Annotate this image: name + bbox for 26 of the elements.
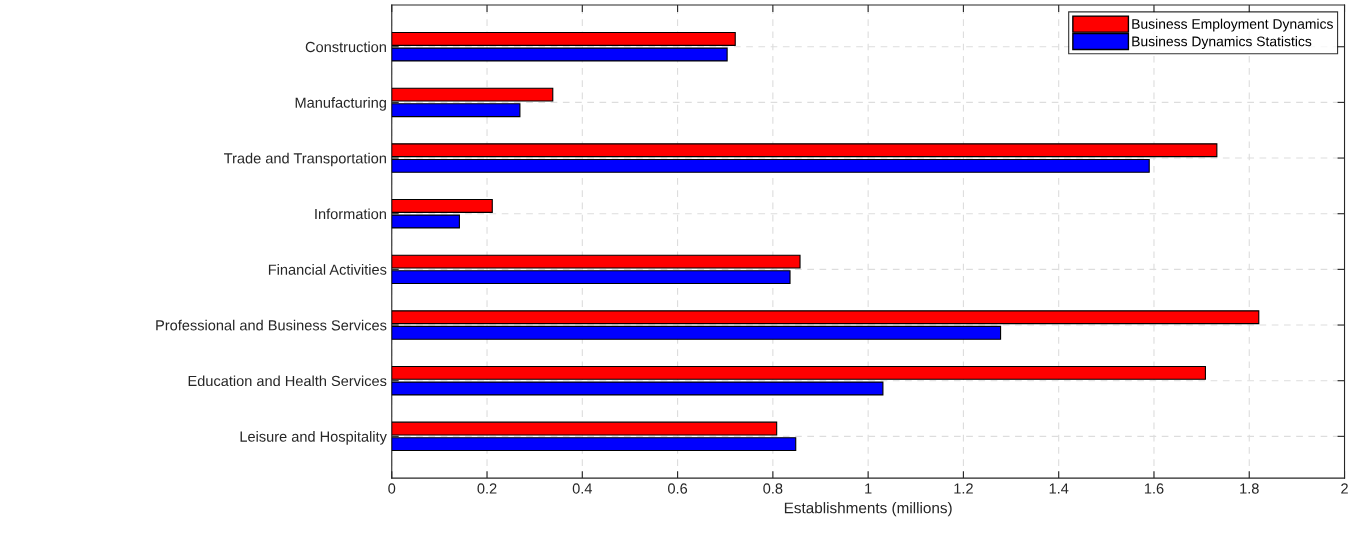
- x-tick-label: 1: [865, 483, 872, 494]
- x-tick-label: 1.6: [1144, 483, 1164, 494]
- legend-label: Business Dynamics Statistics: [1132, 36, 1312, 50]
- x-tick-label: 2: [1341, 483, 1348, 494]
- legend-label: Business Employment Dynamics: [1132, 18, 1333, 32]
- y-tick-label: Manufacturing: [295, 97, 386, 111]
- bar: [391, 143, 1218, 158]
- x-axis-title: Establishments (millions): [784, 502, 952, 517]
- x-tick-label: 1.8: [1240, 483, 1259, 494]
- x-tick-label: 0.8: [763, 483, 783, 494]
- bar: [391, 325, 1002, 340]
- y-tick-label: Trade and Transportation: [224, 152, 386, 167]
- y-tick-label: Construction: [305, 41, 386, 53]
- x-tick-label: 1.4: [1049, 483, 1069, 494]
- x-tick-label: 0: [388, 483, 396, 494]
- bar: [391, 158, 1150, 173]
- x-tick-label: 1.2: [954, 483, 973, 494]
- x-tick-label: 0.2: [477, 483, 497, 494]
- x-tick-label: 0.4: [572, 483, 593, 494]
- y-tick-label: Financial Activities: [268, 264, 387, 275]
- y-tick-label: Leisure and Hospitality: [240, 431, 387, 445]
- x-tick-label: 0.6: [668, 483, 688, 494]
- y-tick-label: Professional and Business Services: [156, 319, 387, 331]
- y-tick-label: Education and Health Services: [188, 375, 387, 387]
- y-tick-label: Information: [315, 208, 386, 220]
- bar: [391, 310, 1260, 325]
